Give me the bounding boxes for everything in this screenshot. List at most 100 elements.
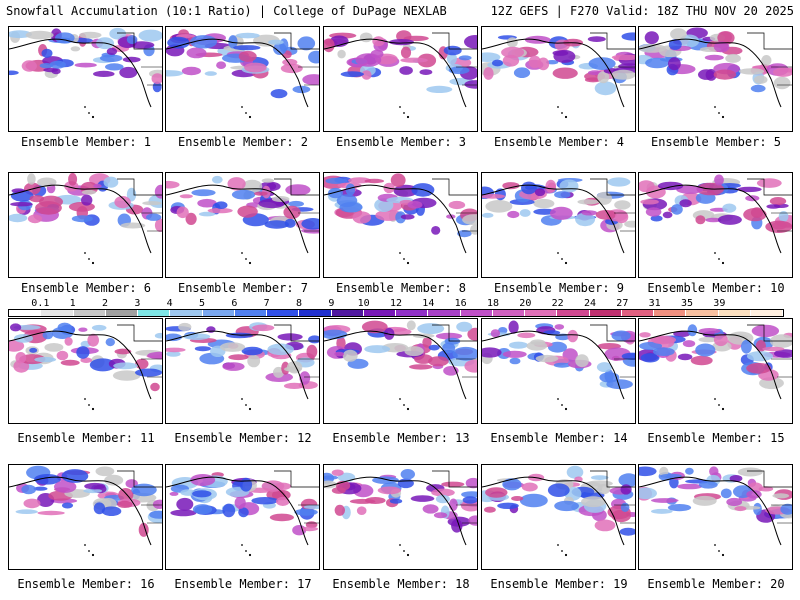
ensemble-member-label: Ensemble Member: 16 xyxy=(17,577,155,591)
scale-bar xyxy=(8,309,784,317)
snowfall-area xyxy=(467,327,477,341)
snowfall-map xyxy=(324,469,477,557)
snowfall-area xyxy=(149,510,162,519)
island xyxy=(406,553,410,557)
snowfall-area xyxy=(283,205,301,219)
coastline xyxy=(324,38,467,108)
scale-tick-label: 16 xyxy=(454,298,467,309)
snowfall-area xyxy=(502,350,527,358)
snowfall-area xyxy=(620,484,632,495)
snowfall-area xyxy=(81,194,93,206)
island xyxy=(561,404,563,406)
snowfall-area xyxy=(61,502,74,509)
snowfall-area xyxy=(549,206,573,220)
snowfall-map xyxy=(482,465,635,557)
snowfall-area xyxy=(588,57,616,70)
scale-tick-label: 8 xyxy=(295,298,303,309)
snowfall-area xyxy=(264,220,289,229)
snowfall-area xyxy=(194,346,211,352)
snowfall-area xyxy=(483,67,494,80)
snowfall-area xyxy=(9,70,19,76)
snowfall-area xyxy=(152,81,162,93)
snowfall-area xyxy=(138,29,162,42)
snowfall-area xyxy=(509,341,528,349)
snowfall-area xyxy=(717,31,735,45)
snowfall-area xyxy=(87,333,99,347)
island xyxy=(241,252,243,254)
snowfall-area xyxy=(238,50,257,62)
snowfall-area xyxy=(433,512,448,519)
snowfall-area xyxy=(297,36,316,51)
coastline xyxy=(639,330,782,400)
border-line xyxy=(747,324,792,342)
snowfall-area xyxy=(340,71,364,78)
snowfall-area xyxy=(441,481,465,487)
snowfall-area xyxy=(34,474,61,485)
snowfall-area xyxy=(673,330,691,337)
snowfall-area xyxy=(553,49,576,63)
snowfall-area xyxy=(567,329,578,343)
snowfall-area xyxy=(106,47,118,55)
model-run-info: 12Z GEFS | F270 Valid: 18Z THU NOV 20 20… xyxy=(490,4,794,18)
state-lines xyxy=(614,212,635,232)
state-lines xyxy=(771,212,792,232)
coastline xyxy=(482,38,625,108)
ensemble-map-panel xyxy=(8,26,163,132)
snowfall-area xyxy=(552,67,578,79)
snowfall-area xyxy=(176,206,189,219)
snowfall-map xyxy=(166,322,319,411)
snowfall-area xyxy=(751,324,780,338)
island xyxy=(91,553,95,557)
island xyxy=(714,544,716,546)
border-line xyxy=(432,324,477,342)
snowfall-area xyxy=(597,483,611,495)
snowfall-area xyxy=(414,354,433,364)
coastline xyxy=(324,330,467,400)
ensemble-map-panel xyxy=(323,318,478,424)
scale-tick-label: 24 xyxy=(583,298,597,309)
island xyxy=(718,550,720,552)
snowfall-area xyxy=(15,509,38,514)
snowfall-area xyxy=(667,504,692,512)
ensemble-map-panel xyxy=(323,172,478,278)
snowfall-area xyxy=(154,218,162,232)
scale-swatch xyxy=(428,310,461,316)
snowfall-area xyxy=(361,320,388,334)
snowfall-area xyxy=(646,185,666,199)
snowfall-area xyxy=(84,482,106,490)
border-line xyxy=(117,324,162,342)
snowfall-area xyxy=(662,211,673,219)
snowfall-area xyxy=(464,359,477,373)
snowfall-area xyxy=(288,200,304,207)
snowfall-area xyxy=(169,491,179,496)
scale-swatch xyxy=(9,310,42,316)
island xyxy=(557,544,559,546)
snowfall-area xyxy=(513,67,531,78)
snowfall-area xyxy=(142,201,162,206)
snowfall-map xyxy=(639,27,792,119)
ensemble-member-label: Ensemble Member: 20 xyxy=(647,577,785,591)
state-lines xyxy=(141,66,162,86)
ensemble-member-label: Ensemble Member: 11 xyxy=(17,431,155,445)
snowfall-area xyxy=(726,497,743,507)
coastline xyxy=(166,330,309,400)
snowfall-area xyxy=(457,230,472,238)
state-lines xyxy=(298,66,319,86)
coastline xyxy=(166,38,309,108)
island xyxy=(91,407,95,411)
snowfall-area xyxy=(83,488,103,494)
border-line xyxy=(432,32,477,50)
snowfall-area xyxy=(409,364,433,370)
snowfall-area xyxy=(621,352,635,360)
border-line xyxy=(117,470,162,488)
island xyxy=(714,398,716,400)
snowfall-area xyxy=(301,218,319,230)
snowfall-area xyxy=(577,199,599,205)
snowfall-area xyxy=(606,379,633,390)
snowfall-area xyxy=(734,506,747,512)
snowfall-area xyxy=(431,488,455,497)
island xyxy=(91,261,95,265)
snowfall-area xyxy=(596,362,613,373)
snowfall-area xyxy=(244,62,267,73)
snowfall-area xyxy=(49,60,66,69)
